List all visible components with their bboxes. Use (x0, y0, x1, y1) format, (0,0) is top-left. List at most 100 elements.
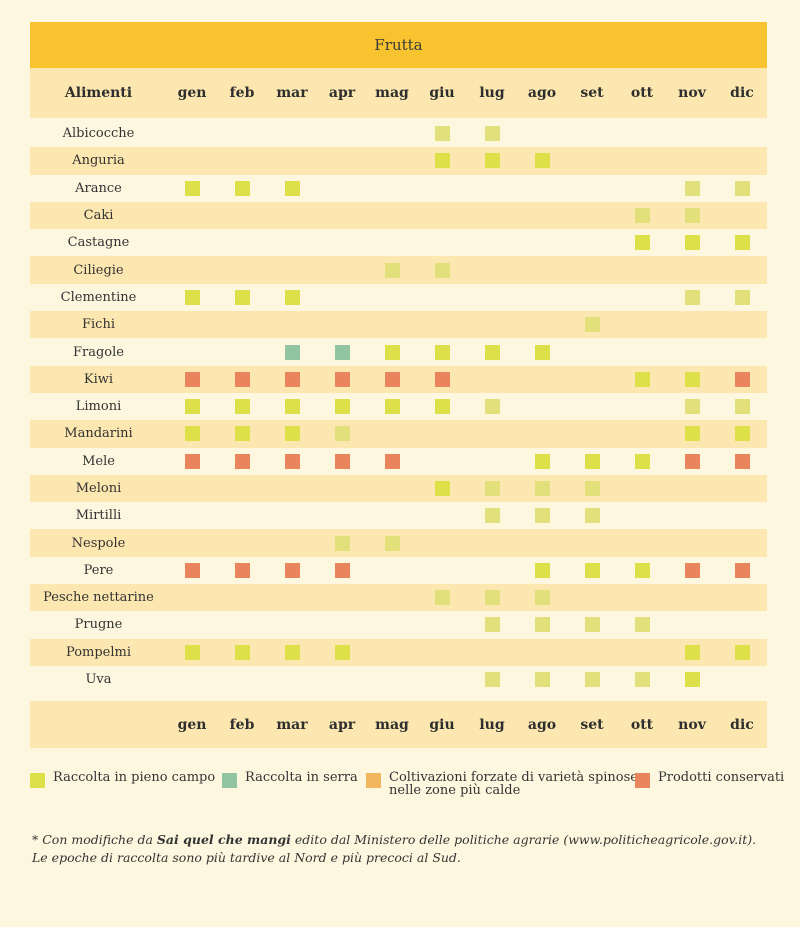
month-cell (167, 180, 217, 196)
availability-marker (634, 672, 650, 688)
availability-marker (334, 399, 350, 415)
month-cell (567, 508, 617, 524)
fruit-name: Albicocche (62, 126, 135, 142)
month-cell (617, 453, 667, 469)
fruit-name: Kiwi (83, 371, 114, 387)
availability-marker (634, 371, 650, 387)
month-cell (717, 289, 767, 305)
month-cell (467, 399, 517, 415)
header-month-set: set (580, 85, 604, 101)
month-cell (317, 644, 367, 660)
availability-marker (234, 644, 250, 660)
month-cell (217, 371, 267, 387)
month-cell (267, 289, 317, 305)
month-cell (317, 426, 367, 442)
month-cell (467, 481, 517, 496)
legend-swatch-serra (222, 773, 237, 788)
title-text: Frutta (374, 36, 423, 54)
month-cell (317, 399, 367, 415)
availability-marker (484, 399, 500, 415)
month-cell (467, 672, 517, 688)
availability-marker (584, 453, 600, 469)
month-cell (717, 399, 767, 415)
availability-marker (484, 153, 500, 169)
month-cell (617, 562, 667, 578)
availability-marker (534, 590, 550, 606)
availability-marker (284, 453, 300, 469)
footer-month-apr: apr (328, 716, 356, 733)
availability-marker (184, 453, 200, 469)
availability-marker (334, 453, 350, 469)
month-cell (167, 399, 217, 415)
fruit-name: Nespole (71, 535, 126, 551)
month-cell (267, 371, 317, 387)
legend-item-forzate: Coltivazioni forzate di varietà spinose … (366, 771, 638, 797)
availability-marker (184, 426, 200, 442)
availability-marker (684, 644, 700, 660)
availability-marker (634, 235, 650, 251)
header-month-lug: lug (479, 85, 505, 101)
month-cell (667, 399, 717, 415)
month-cell (317, 453, 367, 469)
availability-marker (484, 508, 500, 524)
footer-month-set: set (580, 716, 604, 733)
availability-marker (284, 644, 300, 660)
table-row: Albicocche (30, 120, 767, 147)
month-cell (417, 371, 467, 387)
month-cell (417, 399, 467, 415)
legend-label-forzate-2: nelle zone più calde (389, 783, 521, 798)
month-cell (517, 617, 567, 633)
availability-marker (484, 590, 500, 606)
footer-month-mar: mar (276, 716, 308, 733)
availability-marker (434, 481, 450, 496)
month-cell (667, 562, 717, 578)
month-cell (167, 562, 217, 578)
month-cell (267, 644, 317, 660)
table-row: Clementine (30, 284, 767, 311)
month-cell (667, 289, 717, 305)
month-cell (717, 644, 767, 660)
availability-marker (384, 371, 400, 387)
legend-swatch-campo (30, 773, 45, 788)
month-cell (367, 371, 417, 387)
month-cell (367, 453, 417, 469)
availability-marker (484, 344, 500, 360)
table-row: Mele (30, 448, 767, 475)
availability-marker (684, 235, 700, 251)
table-row: Kiwi (30, 365, 767, 393)
availability-marker (684, 453, 700, 469)
availability-marker (734, 644, 750, 660)
fruit-name: Caki (83, 208, 114, 224)
rows-container: Albicocche Anguria Arance Caki Castagne Cilie… (30, 120, 767, 693)
footer-month-ott: ott (630, 716, 654, 733)
fruit-name: Arance (75, 180, 122, 196)
legend-item-conservati: Prodotti conservati (635, 771, 784, 788)
month-cell (417, 344, 467, 360)
header-month-nov: nov (678, 85, 706, 101)
month-cell (667, 180, 717, 196)
fruit-name: Uva (85, 672, 112, 688)
availability-marker (634, 617, 650, 633)
availability-marker (234, 371, 250, 387)
availability-marker (434, 590, 450, 606)
month-cell (667, 672, 717, 688)
availability-marker (434, 262, 450, 278)
month-cell (667, 208, 717, 224)
month-cell (367, 535, 417, 551)
availability-marker (334, 535, 350, 551)
month-cell (467, 153, 517, 169)
availability-marker (384, 344, 400, 360)
header-month-mag: mag (375, 85, 409, 101)
month-cell (467, 126, 517, 142)
header-month-mar: mar (276, 85, 308, 101)
availability-marker (384, 453, 400, 469)
availability-marker (584, 617, 600, 633)
month-cell (317, 344, 367, 360)
availability-marker (334, 644, 350, 660)
footer-month-gen: gen (177, 716, 207, 733)
availability-marker (234, 426, 250, 442)
month-cell (367, 399, 417, 415)
availability-marker (284, 371, 300, 387)
availability-marker (234, 289, 250, 305)
availability-marker (534, 562, 550, 578)
